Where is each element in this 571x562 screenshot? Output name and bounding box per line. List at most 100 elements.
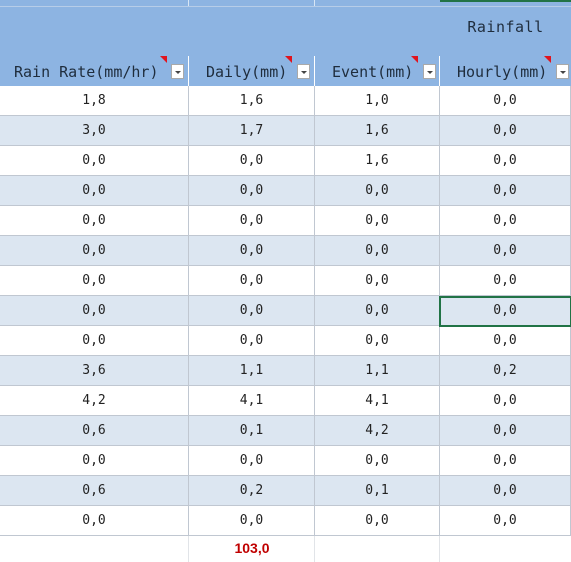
group-title-rainfall: Rainfall [467,18,544,36]
daily-cell[interactable]: 0,0 [189,506,315,536]
comment-indicator-icon[interactable] [544,56,551,63]
rain-rate-cell[interactable]: 0,0 [0,146,189,176]
rain-rate-cell[interactable]: 0,0 [0,446,189,476]
daily-cell[interactable]: 0,0 [189,206,315,236]
table-row: 0,0 0,0 0,0 0,0 [0,206,571,236]
rain-rate-cell[interactable]: 0,0 [0,176,189,206]
hourly-cell[interactable]: 0,0 [440,176,571,206]
hourly-cell[interactable]: 0,0 [440,236,571,266]
event-cell[interactable]: 0,0 [315,266,440,296]
event-cell[interactable]: 1,0 [315,86,440,116]
comment-indicator-icon[interactable] [160,56,167,63]
total-cell[interactable] [0,536,189,562]
table-row: 0,0 0,0 0,0 0,0 [0,446,571,476]
column-gridline [314,0,315,6]
header-label: Rain Rate(mm/hr) [14,63,159,81]
daily-cell[interactable]: 4,1 [189,386,315,416]
rain-rate-cell[interactable]: 3,0 [0,116,189,146]
header-label: Event(mm) [332,63,414,81]
hourly-cell[interactable]: 0,0 [440,86,571,116]
table-row: 3,6 1,1 1,1 0,2 [0,356,571,386]
event-cell[interactable]: 1,6 [315,116,440,146]
hourly-cell[interactable]: 0,0 [440,416,571,446]
group-header-band: Rainfall [0,0,571,56]
header-label: Daily(mm) [206,63,288,81]
table-row: 3,0 1,7 1,6 0,0 [0,116,571,146]
rain-rate-cell[interactable]: 0,0 [0,206,189,236]
hourly-cell[interactable]: 0,0 [440,326,571,356]
table-row: 0,0 0,0 0,0 0,0 [0,506,571,536]
hourly-cell[interactable]: 0,0 [440,266,571,296]
event-cell[interactable]: 0,1 [315,476,440,506]
daily-cell[interactable]: 1,6 [189,86,315,116]
event-cell[interactable]: 0,0 [315,206,440,236]
rain-rate-cell[interactable]: 0,0 [0,236,189,266]
daily-cell[interactable]: 0,0 [189,266,315,296]
rain-rate-cell[interactable]: 0,0 [0,326,189,356]
filter-dropdown-icon[interactable] [423,64,436,79]
hourly-cell[interactable]: 0,0 [440,206,571,236]
hourly-cell[interactable]: 0,0 [440,446,571,476]
event-cell[interactable]: 1,1 [315,356,440,386]
event-cell[interactable]: 0,0 [315,446,440,476]
filter-dropdown-icon[interactable] [297,64,310,79]
hourly-cell[interactable]: 0,0 [440,116,571,146]
table-row: 4,2 4,1 4,1 0,0 [0,386,571,416]
event-cell[interactable]: 0,0 [315,236,440,266]
rain-rate-cell[interactable]: 3,6 [0,356,189,386]
table-row: 0,0 0,0 1,6 0,0 [0,146,571,176]
daily-cell[interactable]: 1,7 [189,116,315,146]
event-cell[interactable]: 0,0 [315,296,440,326]
daily-cell[interactable]: 0,0 [189,446,315,476]
hourly-cell[interactable]: 0,0 [440,506,571,536]
rain-rate-cell[interactable]: 1,8 [0,86,189,116]
event-cell[interactable]: 1,6 [315,146,440,176]
rain-rate-cell[interactable]: 4,2 [0,386,189,416]
rain-rate-cell[interactable]: 0,0 [0,506,189,536]
table-row: 0,0 0,0 0,0 0,0 [0,176,571,206]
column-header-rain-rate[interactable]: Rain Rate(mm/hr) [0,56,189,86]
header-divider [0,6,571,7]
event-cell[interactable]: 0,0 [315,506,440,536]
daily-total-value[interactable]: 103,0 [234,540,270,556]
column-gridline [188,0,189,6]
hourly-cell[interactable]: 0,0 [440,476,571,506]
daily-cell[interactable]: 0,2 [189,476,315,506]
rain-rate-cell[interactable]: 0,0 [0,266,189,296]
column-header-hourly[interactable]: Hourly(mm) [440,56,571,86]
comment-indicator-icon[interactable] [285,56,292,63]
column-header-daily[interactable]: Daily(mm) [189,56,315,86]
hourly-cell[interactable]: 0,2 [440,356,571,386]
daily-cell[interactable]: 0,0 [189,146,315,176]
event-cell[interactable]: 0,0 [315,176,440,206]
event-cell[interactable]: 0,0 [315,326,440,356]
filter-dropdown-icon[interactable] [171,64,184,79]
table-row: 0,0 0,0 0,0 0,0 [0,236,571,266]
filter-dropdown-icon[interactable] [556,64,569,79]
table-row: 1,8 1,6 1,0 0,0 [0,86,571,116]
total-cell[interactable] [315,536,440,562]
daily-cell[interactable]: 0,0 [189,236,315,266]
hourly-cell[interactable]: 0,0 [440,146,571,176]
comment-indicator-icon[interactable] [411,56,418,63]
hourly-cell[interactable]: 0,0 [440,386,571,416]
rain-rate-cell[interactable]: 0,6 [0,416,189,446]
daily-cell[interactable]: 0,1 [189,416,315,446]
daily-cell[interactable]: 0,0 [189,176,315,206]
active-cell-selection [439,296,571,327]
event-cell[interactable]: 4,2 [315,416,440,446]
daily-cell[interactable]: 1,1 [189,356,315,386]
table-row: 0,6 0,1 4,2 0,0 [0,416,571,446]
column-header-event[interactable]: Event(mm) [315,56,440,86]
rain-rate-cell[interactable]: 0,6 [0,476,189,506]
total-cell[interactable] [189,536,315,562]
daily-cell[interactable]: 0,0 [189,326,315,356]
table-row: 0,0 0,0 0,0 0,0 [0,326,571,356]
rain-rate-cell[interactable]: 0,0 [0,296,189,326]
total-row: 103,0 [0,536,571,562]
daily-cell[interactable]: 0,0 [189,296,315,326]
table-row: 0,6 0,2 0,1 0,0 [0,476,571,506]
table-row: 0,0 0,0 0,0 0,0 [0,266,571,296]
event-cell[interactable]: 4,1 [315,386,440,416]
